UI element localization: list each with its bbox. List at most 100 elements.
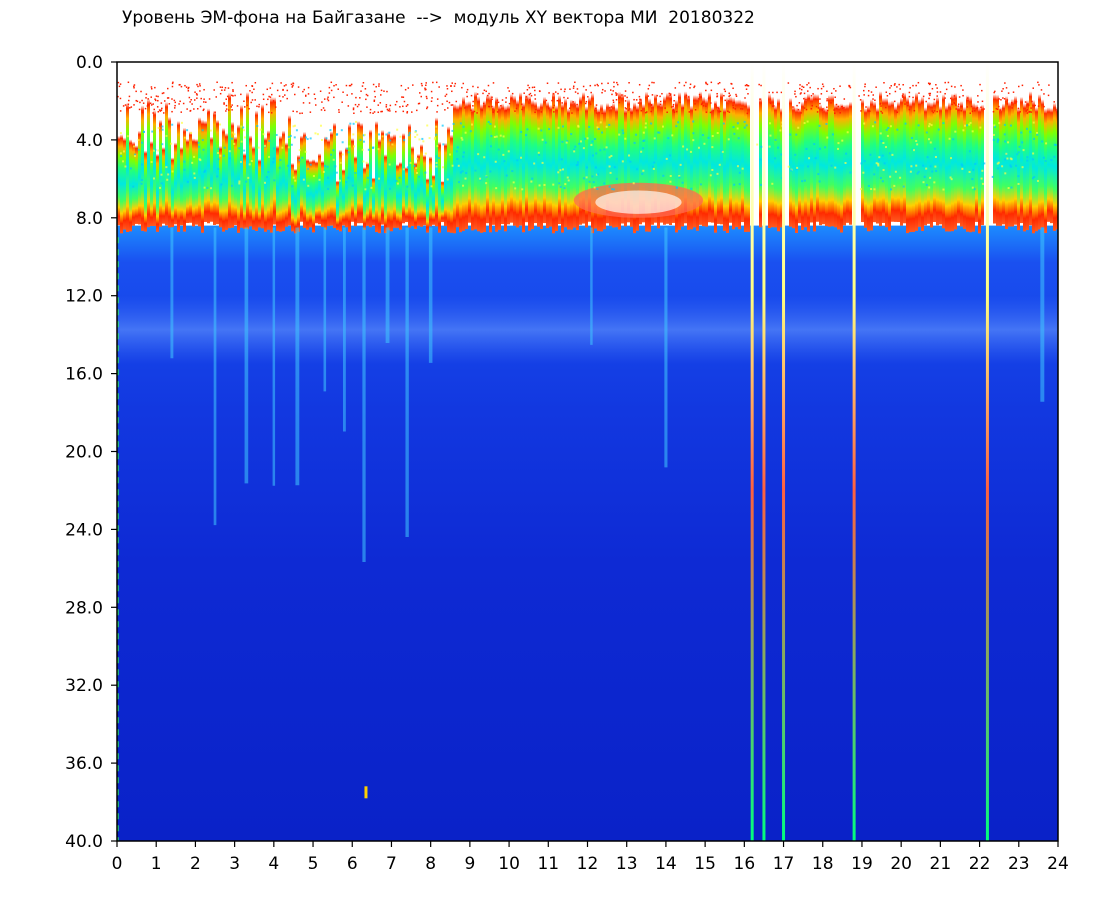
band-column <box>252 146 255 230</box>
band-speckle <box>1054 143 1057 146</box>
band-speckle <box>585 176 588 179</box>
band-speckle <box>658 131 661 134</box>
band-column <box>564 98 567 228</box>
band-column <box>774 105 777 228</box>
band-column <box>561 102 564 233</box>
band-speckle <box>881 154 884 157</box>
band-column <box>171 157 174 228</box>
band-speckle <box>132 145 135 148</box>
noise-dot <box>874 99 876 102</box>
band-speckle <box>877 164 880 167</box>
x-tick-label: 22 <box>969 854 991 874</box>
noise-dot <box>589 84 592 87</box>
band-column <box>507 104 510 225</box>
band-speckle <box>161 128 164 131</box>
noise-dot <box>587 96 589 98</box>
band-column <box>495 96 498 232</box>
noise-dot <box>373 111 376 113</box>
noise-dot <box>799 84 801 86</box>
noise-dot <box>333 84 335 87</box>
noise-dot <box>902 93 904 95</box>
band-speckle <box>305 136 308 139</box>
noise-dot <box>1000 99 1002 101</box>
noise-dot <box>157 95 159 98</box>
noise-dot <box>709 111 712 114</box>
band-speckle <box>141 163 144 166</box>
noise-dot <box>981 89 983 92</box>
noise-dot <box>223 103 225 105</box>
band-speckle <box>889 175 892 178</box>
noise-dot <box>535 108 537 111</box>
band-column <box>903 92 906 224</box>
hot-spot <box>364 786 368 799</box>
noise-dot <box>496 99 499 101</box>
noise-dot <box>561 102 563 104</box>
noise-dot <box>189 109 192 112</box>
noise-dot <box>913 109 916 112</box>
noise-dot <box>955 104 957 106</box>
noise-dot <box>157 99 159 102</box>
band-speckle <box>441 124 444 127</box>
band-column <box>222 127 225 232</box>
band-speckle <box>362 140 365 143</box>
noise-dot <box>342 91 344 93</box>
noise-dot <box>826 106 828 108</box>
noise-dot <box>491 98 493 101</box>
band-speckle <box>859 188 862 191</box>
noise-dot <box>596 83 598 86</box>
band-speckle <box>1026 156 1029 159</box>
noise-dot <box>341 101 343 103</box>
noise-dot <box>610 106 613 108</box>
noise-dot <box>771 105 774 107</box>
band-speckle <box>928 125 931 128</box>
band-speckle <box>489 145 492 148</box>
noise-dot <box>872 98 874 100</box>
noise-dot <box>466 95 468 98</box>
band-speckle <box>137 148 140 151</box>
band-speckle <box>759 183 762 186</box>
band-column <box>840 103 843 233</box>
noise-dot <box>747 84 750 87</box>
noise-dot <box>328 92 331 94</box>
noise-dot <box>1005 87 1008 89</box>
band-speckle <box>165 134 168 137</box>
band-speckle <box>502 135 505 138</box>
noise-dot <box>319 90 322 93</box>
noise-dot <box>647 95 650 97</box>
noise-dot <box>932 111 935 114</box>
band-column <box>375 121 378 233</box>
band-speckle <box>745 124 748 127</box>
noise-dot <box>450 85 452 87</box>
noise-dot <box>979 83 981 86</box>
band-column <box>288 115 291 226</box>
noise-dot <box>621 94 623 96</box>
noise-dot <box>1040 89 1043 91</box>
noise-dot <box>307 86 310 89</box>
band-speckle <box>873 173 876 176</box>
noise-dot <box>497 101 500 104</box>
band-speckle <box>667 137 670 140</box>
band-speckle <box>973 188 976 191</box>
noise-dot <box>585 89 587 91</box>
vertical-streak <box>750 62 754 841</box>
band-speckle <box>586 137 589 140</box>
band-column <box>387 131 390 231</box>
noise-dot <box>548 107 550 109</box>
noise-dot <box>1003 98 1006 100</box>
noise-dot <box>286 89 289 92</box>
band-speckle <box>727 138 730 141</box>
noise-dot <box>362 81 365 84</box>
noise-dot <box>374 96 376 98</box>
band-column <box>555 105 558 232</box>
band-column <box>621 93 624 224</box>
noise-dot <box>203 88 205 91</box>
band-speckle <box>915 164 918 167</box>
x-tick-label: 6 <box>347 854 358 874</box>
band-speckle <box>966 124 969 127</box>
noise-dot <box>835 103 838 106</box>
noise-dot <box>248 107 250 110</box>
x-tick-label: 20 <box>890 854 912 874</box>
band-speckle <box>652 167 655 170</box>
noise-dot <box>557 82 560 84</box>
noise-dot <box>321 101 323 103</box>
